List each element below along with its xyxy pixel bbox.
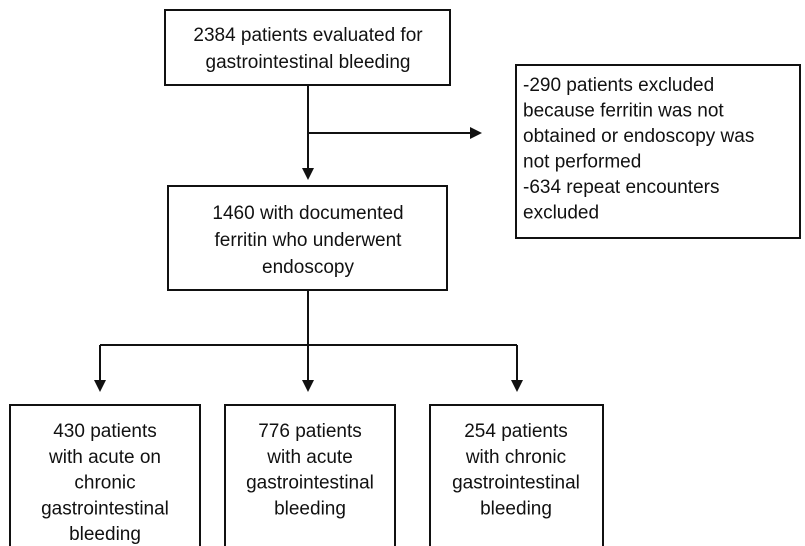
node-text: not performed [523, 152, 641, 173]
node-text: 776 patients [258, 421, 362, 442]
box [9, 404, 201, 546]
node-text: with acute on [48, 447, 161, 468]
node-text: with chronic [465, 447, 566, 468]
box [224, 404, 396, 546]
node-text: -634 repeat encounters [523, 177, 719, 198]
node-text: bleeding [480, 498, 552, 519]
arrowhead [94, 380, 106, 392]
box [167, 185, 448, 291]
box [429, 404, 604, 546]
node-text: 254 patients [464, 421, 568, 442]
node-text: chronic [74, 473, 135, 494]
arrowhead [511, 380, 523, 392]
node-text: gastrointestinal [246, 473, 374, 494]
arrowhead [302, 380, 314, 392]
node-text: gastrointestinal [452, 473, 580, 494]
box [515, 64, 801, 239]
node-text: because ferritin was not [523, 101, 724, 122]
node-text: -290 patients excluded [523, 75, 714, 96]
box [164, 9, 451, 86]
node-text: with acute [266, 447, 353, 468]
node-text: bleeding [69, 524, 141, 545]
node-text: gastrointestinal bleeding [206, 52, 411, 73]
node-text: 430 patients [53, 421, 157, 442]
node-text: obtained or endoscopy was [523, 126, 754, 147]
arrowhead [302, 168, 314, 180]
node-text: ferritin who underwent [215, 230, 403, 251]
arrowhead [470, 127, 482, 139]
node-text: 2384 patients evaluated for [193, 25, 423, 46]
node-text: gastrointestinal [41, 498, 169, 519]
node-text: endoscopy [262, 257, 354, 278]
node-text: 1460 with documented [212, 203, 403, 224]
node-text: bleeding [274, 498, 346, 519]
node-text: excluded [523, 203, 599, 224]
